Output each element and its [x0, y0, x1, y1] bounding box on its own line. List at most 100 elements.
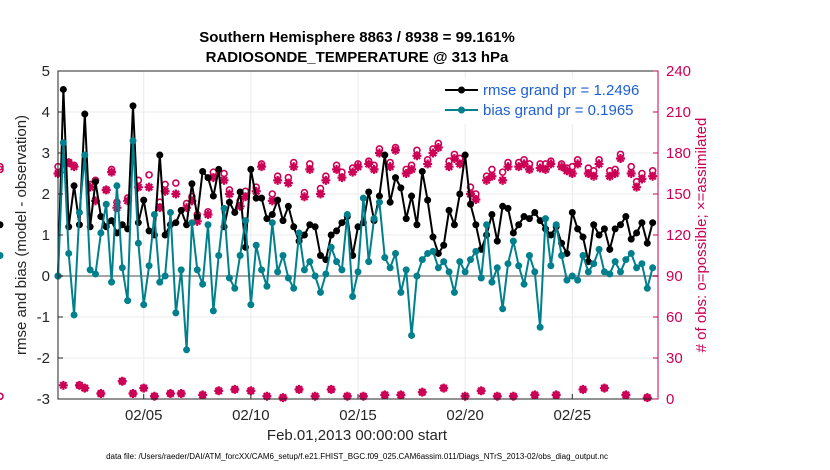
- rmse-point: [590, 221, 598, 229]
- y-tick-label-left: 4: [42, 104, 50, 121]
- bias-point: [450, 288, 458, 296]
- obs-possible-marker: [145, 171, 153, 179]
- bias-point: [579, 252, 587, 259]
- y-axis-label-right: # of obs: o=possible; ×=assimilated: [693, 118, 710, 353]
- obs-possible-marker: [0, 165, 4, 174]
- bias-point: [161, 272, 169, 280]
- rmse-point: [177, 206, 185, 214]
- obs-assimilated-marker: [455, 159, 465, 169]
- obs-assimilated-marker: [433, 143, 443, 153]
- bias-point: [188, 219, 196, 227]
- bias-point: [649, 264, 657, 272]
- bias-point: [225, 274, 233, 282]
- rmse-point: [504, 204, 512, 212]
- rmse-point: [627, 235, 635, 243]
- obs-assimilated-marker: [203, 210, 213, 219]
- bias-point: [247, 301, 255, 309]
- rmse-point: [247, 165, 255, 173]
- x-tick-label: 02/10: [232, 407, 270, 424]
- bias-point: [129, 137, 137, 145]
- legend-bias-marker: [458, 106, 465, 114]
- obs-assimilated-marker: [214, 386, 224, 396]
- obs-assimilated-marker: [321, 175, 331, 185]
- rmse-point: [467, 200, 474, 208]
- bias-point: [97, 229, 105, 237]
- bias-point: [236, 252, 244, 259]
- bias-point: [359, 194, 367, 202]
- obs-assimilated-marker: [144, 182, 154, 192]
- obs-assimilated-marker: [369, 164, 379, 174]
- rmse-point: [268, 211, 276, 218]
- bias-point: [349, 293, 357, 300]
- obs-assimilated-marker: [246, 386, 256, 396]
- obs-assimilated-marker: [128, 389, 138, 399]
- bias-point: [231, 284, 239, 292]
- bias-point: [150, 211, 158, 218]
- bias-point: [252, 241, 260, 249]
- rmse-point: [333, 227, 341, 235]
- rmse-point: [392, 174, 399, 182]
- obs-assimilated-marker: [471, 194, 481, 204]
- bias-point: [531, 268, 539, 276]
- obs-assimilated-marker: [524, 164, 534, 174]
- legend: rmse grand pr = 1.2496 bias grand pr = 0.…: [445, 82, 639, 119]
- bias-point: [520, 280, 528, 288]
- bias-point: [274, 268, 282, 276]
- bias-point: [558, 252, 566, 259]
- bias-point: [552, 221, 560, 229]
- obs-assimilated-marker: [546, 159, 556, 169]
- y-tick-label-left: 3: [42, 145, 50, 162]
- bias-point: [590, 260, 598, 268]
- bias-point: [413, 272, 421, 280]
- bias-point: [140, 301, 148, 309]
- bias-point: [622, 256, 630, 264]
- rmse-point: [0, 221, 4, 229]
- bias-point: [525, 252, 533, 259]
- obs-assimilated-marker: [171, 189, 181, 199]
- rmse-point: [375, 192, 383, 200]
- obs-assimilated-marker: [615, 153, 626, 163]
- rmse-point: [236, 188, 244, 196]
- bias-point: [193, 266, 201, 274]
- bias-line: [57, 140, 654, 350]
- rmse-point: [204, 174, 212, 182]
- rmse-point: [231, 208, 239, 216]
- rmse-point: [365, 188, 373, 196]
- bias-point: [134, 239, 142, 247]
- rmse-point: [188, 180, 196, 188]
- rmse-point: [525, 215, 533, 223]
- bias-point: [108, 278, 116, 286]
- obs-assimilated-marker: [385, 162, 395, 172]
- obs-assimilated-marker: [503, 162, 513, 172]
- rmse-point: [284, 202, 292, 210]
- axis-ticks: -3 -2 -1 0 1 2 3 4 5 02/05 02/10 02/15 02/20 02/25 0 30…: [37, 63, 691, 424]
- y-tick-label-right: 90: [666, 268, 683, 285]
- rmse-point: [595, 231, 603, 239]
- bias-point: [574, 276, 582, 284]
- bias-point: [418, 256, 426, 264]
- bias-point: [317, 288, 324, 296]
- rmse-point: [509, 229, 517, 237]
- y-tick-label-left: 1: [42, 227, 50, 244]
- bias-point: [343, 211, 351, 218]
- obs-assimilated-marker: [332, 164, 342, 174]
- bias-point: [156, 278, 164, 286]
- obs-assimilated-marker: [273, 175, 283, 185]
- rmse-point: [633, 229, 641, 237]
- y-tick-label-left: 0: [42, 268, 50, 285]
- rmse-point: [622, 213, 630, 221]
- y-tick-label-right: 240: [666, 63, 691, 80]
- obs-assimilated-marker: [107, 167, 117, 177]
- bias-point: [456, 258, 464, 266]
- obs-assimilated-marker: [364, 159, 374, 169]
- rmse-point: [311, 223, 319, 231]
- bias-point: [643, 284, 651, 292]
- rmse-point: [108, 217, 116, 225]
- bias-point: [172, 309, 180, 317]
- rmse-point: [354, 223, 362, 231]
- rmse-point: [279, 217, 287, 225]
- obs-assimilated-marker: [155, 203, 165, 213]
- rmse-point: [140, 196, 148, 204]
- bias-point: [445, 268, 453, 276]
